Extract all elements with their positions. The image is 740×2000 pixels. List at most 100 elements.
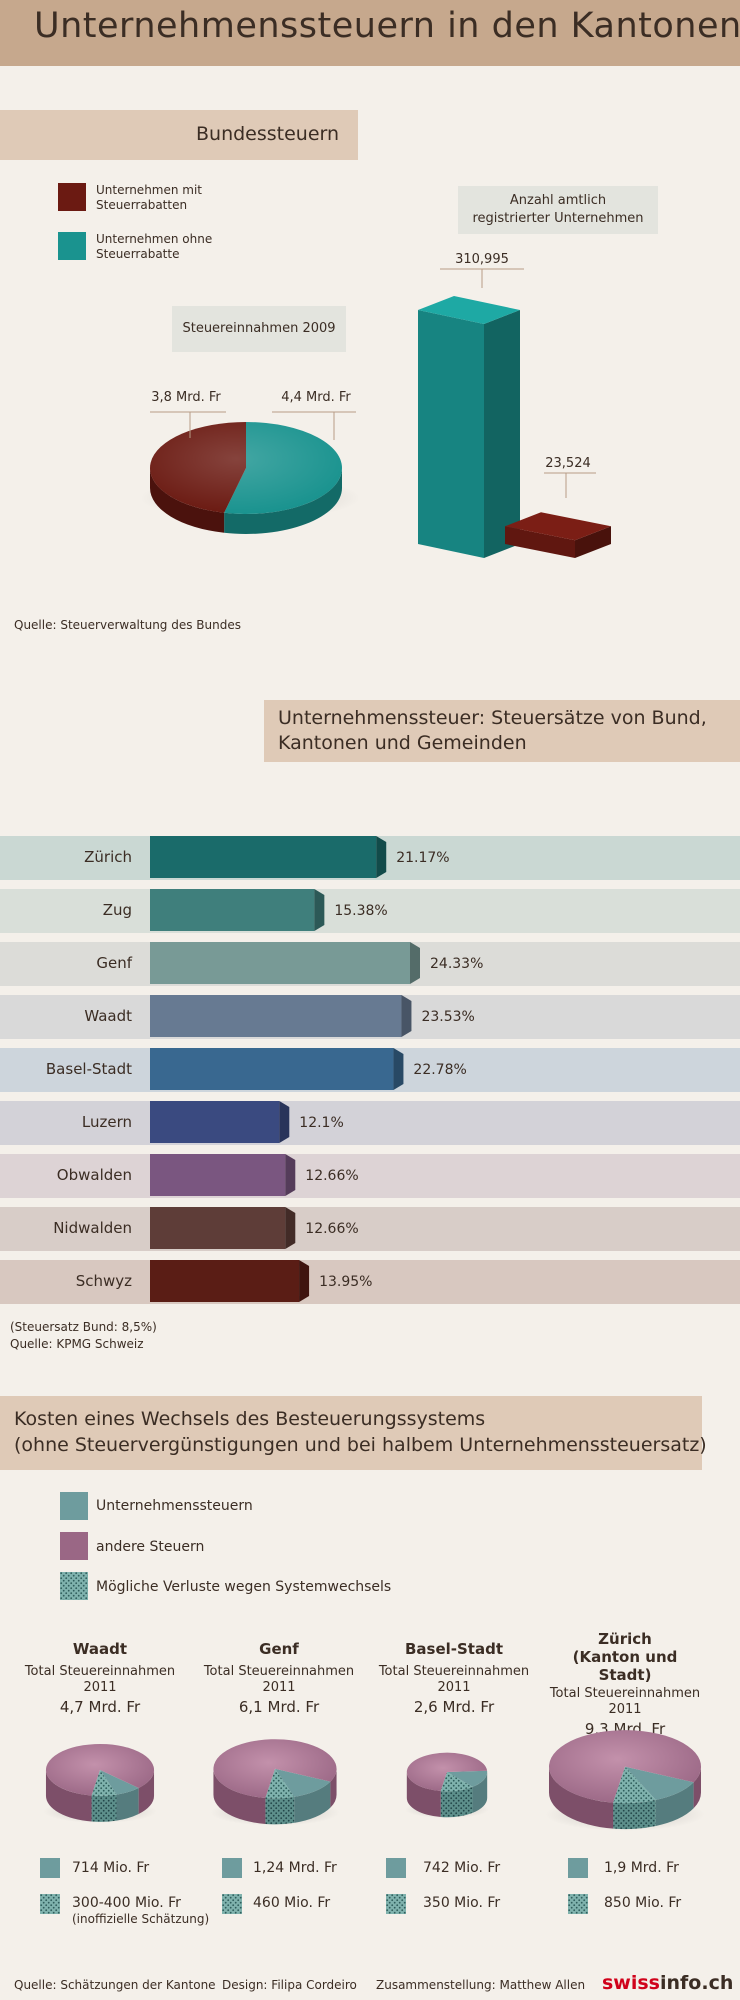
pie2009-highlight — [150, 422, 342, 514]
city-basel-name: Basel-Stadt — [404, 1640, 504, 1658]
city-pie-3-side-2 — [693, 1766, 701, 1809]
waadt-value-note: (inoffizielle Schätzung) — [72, 1912, 210, 1926]
section1-band — [0, 110, 358, 160]
tax-row-label: Obwalden — [56, 1166, 132, 1184]
city-zuerich-name2: (Kanton und Stadt) — [572, 1648, 678, 1684]
legend-label-norebate: Unternehmen ohne Steuerrabatte — [96, 232, 212, 262]
bar-side-0 — [484, 310, 520, 558]
zuerich-value-verluste: 850 Mio. Fr — [604, 1895, 682, 1911]
tax-bar — [150, 995, 412, 1037]
legend-swatch-unternehmenssteuern — [60, 1492, 88, 1520]
city-basel-sub2: 2011 — [437, 1680, 471, 1695]
basel-swatch-verluste — [386, 1894, 406, 1914]
city-pie-2-side-2 — [406, 1771, 441, 1818]
tax-row-value: 12.1% — [299, 1115, 344, 1131]
tax-bar — [150, 1154, 296, 1196]
tax-row-label: Schwyz — [75, 1272, 132, 1290]
city-basel-sub: Total Steuereinnahmen 2011 — [374, 1664, 534, 1696]
tax-row-value: 13.95% — [319, 1274, 373, 1290]
tax-bar — [150, 1101, 290, 1143]
tax-bar-front — [150, 995, 402, 1037]
legend-swatch-verluste — [60, 1572, 88, 1600]
pie2009-side-1 — [150, 468, 225, 533]
tax-bar-side — [285, 1207, 296, 1249]
city-waadt-sub: Total Steuereinnahmen 2011 — [20, 1664, 180, 1696]
genf-value-unternehmenssteuern: 1,24 Mrd. Fr — [253, 1860, 337, 1876]
city-waadt-sub1: Total Steuereinnahmen — [24, 1664, 176, 1679]
pie-title-label: Steuereinnahmen 2009 — [172, 306, 346, 352]
waadt-value-unternehmenssteuern: 714 Mio. Fr — [72, 1860, 150, 1876]
section2-note: (Steuersatz Bund: 8,5%) — [10, 1320, 157, 1334]
bar-front-1 — [505, 526, 575, 558]
pie2009-side-0 — [224, 468, 342, 534]
tax-row-label: Zürich — [84, 848, 132, 866]
city-pie-0 — [43, 1743, 157, 1824]
bar-title-label: Anzahl amtlich registrierter Unternehmen — [458, 186, 658, 234]
city-pie-0-slice-1 — [91, 1769, 117, 1796]
pie-label-norebate: 4,4 Mrd. Fr — [281, 390, 351, 405]
waadt-swatch-unternehmenssteuern — [40, 1858, 60, 1878]
city-waadt-name: Waadt — [72, 1640, 128, 1658]
section1-source: Quelle: Steuerverwaltung des Bundes — [14, 618, 241, 632]
tax-bar-side — [401, 995, 412, 1037]
city-pie-2-slice-1 — [440, 1771, 473, 1792]
genf-swatch-unternehmenssteuern — [222, 1858, 242, 1878]
city-pie-1-slice-0 — [275, 1768, 331, 1797]
basel-swatch-unternehmenssteuern — [386, 1858, 406, 1878]
basel-value-unternehmenssteuern: 742 Mio. Fr — [423, 1860, 501, 1876]
zuerich-swatch-unternehmenssteuern — [568, 1858, 588, 1878]
footer-design: Design: Filipa Cordeiro — [222, 1978, 357, 1992]
city-pie-1-side-1 — [265, 1796, 295, 1825]
bar-label-rebate: 23,524 — [545, 456, 591, 471]
city-pie-3-side-0 — [655, 1782, 694, 1826]
city-pie-3-side-1 — [613, 1799, 656, 1830]
city-pie-0-slice-2 — [45, 1743, 155, 1796]
tax-bar-front — [150, 1260, 300, 1302]
city-genf-sub2: 2011 — [262, 1680, 296, 1695]
city-pie-2-side-1 — [440, 1786, 473, 1818]
city-pie-2-slice-2 — [406, 1752, 488, 1792]
city-pie-3-slice-2 — [549, 1730, 702, 1803]
section3-band — [0, 1396, 702, 1470]
tax-row-band — [0, 889, 740, 933]
footer-compilation: Zusammenstellung: Matthew Allen — [376, 1978, 586, 1992]
city-basel: Basel-Stadt Total Steuereinnahmen 2011 2… — [374, 1640, 534, 1716]
city-basel-total: 2,6 Mrd. Fr — [413, 1698, 495, 1716]
tax-bar-side — [376, 836, 387, 878]
legend-rebate-line1: Unternehmen mit — [96, 183, 203, 197]
swissinfo-logo[interactable]: swissinfo.ch — [602, 1972, 733, 1994]
tax-bar-front — [150, 1101, 280, 1143]
bar-label-norebate: 310,995 — [455, 252, 509, 267]
tax-row-label: Genf — [96, 954, 132, 972]
waadt-swatch-verluste — [40, 1894, 60, 1914]
tax-row-band — [0, 1154, 740, 1198]
section1-title: Bundessteuern — [196, 123, 340, 145]
city-genf-name: Genf — [259, 1640, 299, 1658]
city-genf-total: 6,1 Mrd. Fr — [238, 1698, 320, 1716]
legend-label-rebate: Unternehmen mit Steuerrabatten — [96, 183, 202, 213]
tax-row-value: 12.66% — [305, 1168, 359, 1184]
genf-value-verluste: 460 Mio. Fr — [253, 1895, 331, 1911]
tax-row-band — [0, 1260, 740, 1304]
bar-front-0 — [418, 310, 484, 558]
section3-title-line2: (ohne Steuervergünstigungen und bei halb… — [14, 1434, 707, 1456]
tax-row-value: 15.38% — [334, 903, 388, 919]
legend-rebate-line2: Steuerrabatten — [96, 198, 188, 212]
city-pie-2-side-0 — [472, 1771, 488, 1813]
tax-row-band — [0, 1101, 740, 1145]
city-pie-0-slice-0 — [100, 1769, 139, 1795]
city-zuerich-sub1: Total Steuereinnahmen — [549, 1686, 701, 1701]
section2-title-line2: Kantonen und Gemeinden — [278, 732, 527, 754]
section3-title-line1: Kosten eines Wechsels des Besteuerungssy… — [14, 1408, 486, 1430]
pie-label-rebate: 3,8 Mrd. Fr — [151, 390, 221, 405]
section2-title-line1: Unternehmenssteuer: Steuersätze von Bund… — [278, 707, 707, 729]
legend-norebate-line2: Steuerrabatte — [96, 247, 180, 261]
city-pie-1-side-0 — [294, 1781, 331, 1823]
city-pie-1-side-2 — [213, 1768, 266, 1824]
tax-bar — [150, 836, 387, 878]
waadt-value-verluste: 300-400 Mio. Fr — [72, 1895, 181, 1911]
tax-bar-side — [410, 942, 420, 984]
tax-bar — [150, 1207, 296, 1249]
tax-bar-front — [150, 1048, 394, 1090]
legend-swatch-norebate — [58, 232, 86, 260]
